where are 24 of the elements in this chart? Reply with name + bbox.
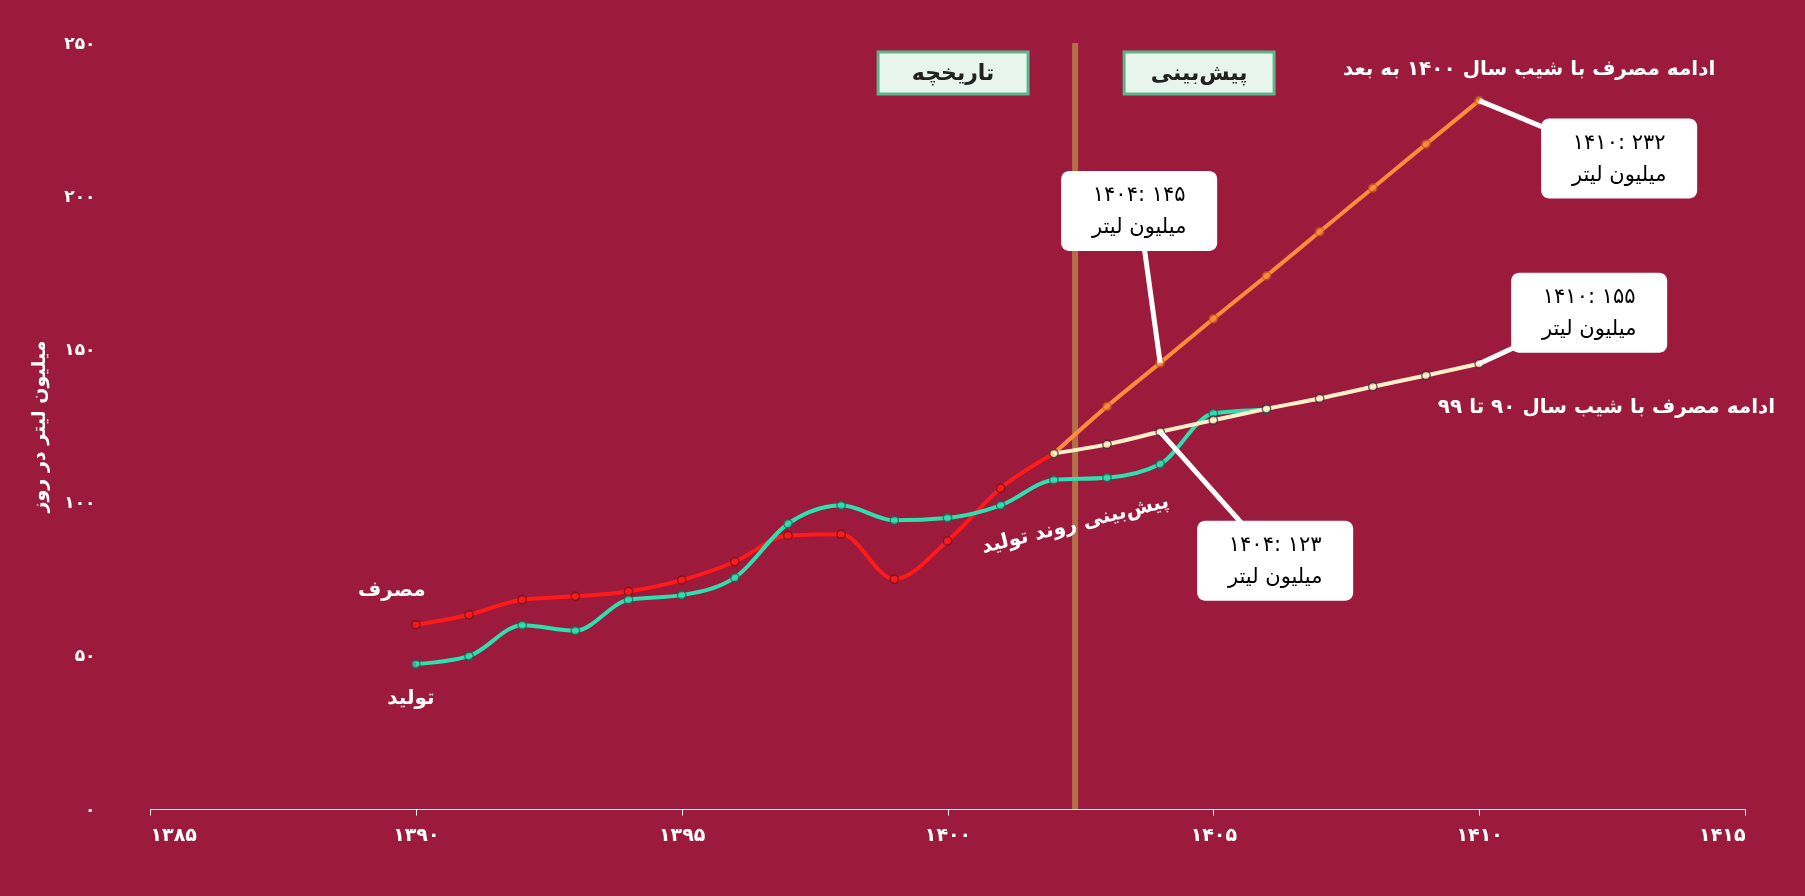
series-label: ادامه مصرف با شیب سال ۹۰ تا ۹۹ <box>1437 393 1776 418</box>
y-tick-label: ۲۰۰ <box>64 185 96 206</box>
y-axis-title: میلیون لیتر در روز <box>27 340 51 514</box>
y-tick-label: ۵۰ <box>74 645 96 666</box>
y-tick-label: ۱۵۰ <box>64 338 96 359</box>
y-tick-label: ۱۰۰ <box>64 492 96 513</box>
series-label: مصرف <box>357 576 426 601</box>
annotation: ۱۴۰۴: ۱۲۳ میلیون لیتر <box>1226 531 1323 588</box>
x-tick-label: ۱۴۰۵ <box>1190 822 1238 845</box>
annotation: پیش‌بینی <box>1150 60 1248 86</box>
annotation: پیش‌بینی روند تولید <box>978 488 1172 559</box>
annotation: ۱۴۱۰: ۱۵۵ میلیون لیتر <box>1540 283 1637 340</box>
x-tick-label: ۱۴۱۰ <box>1456 822 1503 845</box>
annotation: ۱۴۰۴: ۱۴۵ میلیون لیتر <box>1090 181 1187 238</box>
x-tick-label: ۱۳۸۵ <box>150 822 198 845</box>
series-label: تولید <box>387 685 435 710</box>
annotation: تاریخچه <box>911 60 995 86</box>
x-tick-label: ۱۴۱۵ <box>1699 822 1746 845</box>
y-tick-label: ۰ <box>85 798 96 819</box>
text: ادامه مصرف با شیب سال ۱۴۰۰ به بعد <box>1342 55 1716 80</box>
x-tick-label: ۱۳۹۰ <box>393 822 440 845</box>
y-tick-label: ۲۵۰ <box>64 32 96 53</box>
x-tick-label: ۱۳۹۵ <box>658 822 706 845</box>
x-tick-label: ۱۴۰۰ <box>924 822 972 845</box>
